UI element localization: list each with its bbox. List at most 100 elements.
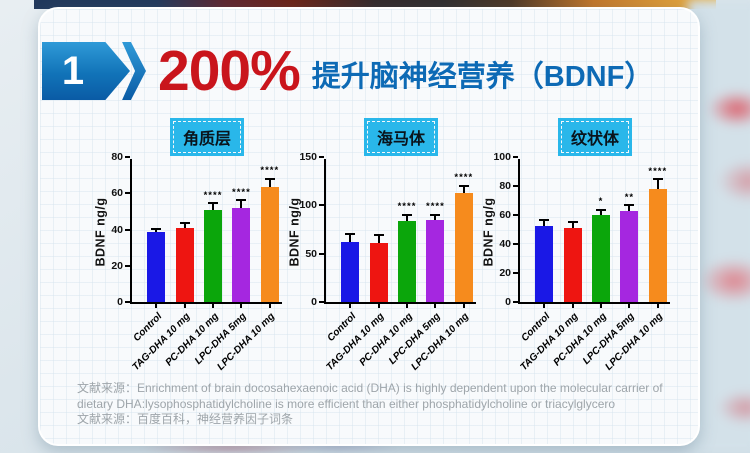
x-tick-mark — [377, 304, 380, 308]
bar-1 — [147, 232, 166, 302]
y-axis-tick: 60 — [96, 187, 130, 200]
significance-stars: **** — [231, 186, 251, 198]
y-tick-mark — [319, 204, 324, 207]
bar-5 — [454, 192, 473, 302]
x-tick-mark — [434, 304, 437, 308]
error-bar — [656, 180, 659, 189]
y-tick-mark — [513, 185, 518, 187]
significance-stars: **** — [454, 172, 474, 184]
y-tick-label: 60 — [499, 209, 511, 221]
y-axis-tick: 80 — [484, 180, 518, 192]
y-tick-label: 0 — [311, 296, 317, 308]
y-tick-mark — [513, 156, 518, 158]
error-bar — [240, 201, 243, 208]
y-tick-mark — [513, 272, 518, 274]
y-tick-mark — [125, 264, 130, 267]
significance-stars: **** — [203, 189, 223, 201]
y-tick-label: 40 — [111, 223, 123, 236]
y-tick-mark — [125, 228, 130, 231]
citation-line-2: dietary DHA:lysophosphatidylcholine is m… — [77, 396, 616, 411]
y-axis-tick: 0 — [484, 296, 518, 308]
header: 1 200% 提升脑神经营养（BDNF） — [42, 42, 653, 100]
error-bar — [155, 229, 158, 233]
y-tick-mark — [319, 156, 324, 158]
bar-3 — [398, 220, 416, 302]
error-bar-cap — [236, 199, 247, 202]
bar-1 — [535, 225, 554, 302]
significance-stars: **** — [260, 165, 280, 177]
step-number-badge: 1 — [42, 42, 130, 100]
chart-region-label: 海马体 — [366, 121, 435, 153]
content-card: 1 200% 提升脑神经营养（BDNF） 角质层 BDNF ng/g 0 20 40… — [38, 7, 700, 446]
error-bar — [268, 179, 271, 187]
error-bar — [349, 235, 352, 243]
y-tick-mark — [513, 243, 518, 245]
error-bar-cap — [179, 222, 190, 225]
error-bar — [543, 220, 546, 226]
chart-title-wrap: 角质层 — [130, 121, 284, 153]
citation-line-1: 文献来源：Enrichment of brain docosahexaenoic… — [77, 381, 663, 395]
y-tick-label: 150 — [299, 151, 317, 163]
chart-region-label: 纹状体 — [560, 121, 629, 153]
citation: 文献来源：Enrichment of brain docosahexaenoic… — [77, 381, 663, 428]
y-tick-mark — [319, 252, 324, 255]
y-tick-label: 100 — [493, 151, 511, 163]
y-tick-mark — [319, 301, 324, 303]
y-axis-tick: 80 — [96, 151, 130, 163]
error-bar — [406, 215, 408, 221]
y-axis-tick: 20 — [484, 267, 518, 279]
y-tick-mark — [513, 214, 518, 216]
y-axis-tick: 150 — [290, 151, 324, 163]
error-bar — [377, 236, 380, 244]
y-tick-label: 100 — [299, 199, 317, 212]
bar-2 — [369, 243, 388, 302]
error-bar-cap — [151, 227, 162, 230]
bar-chart-striatum: 纹状体 BDNF ng/g 0 20 40 60 80 100 Control TAG-DHA… — [478, 113, 672, 385]
y-tick-label: 40 — [499, 238, 511, 250]
x-tick-mark — [571, 304, 574, 308]
x-tick-mark — [183, 304, 186, 308]
y-tick-mark — [125, 192, 130, 195]
error-bar-cap — [430, 213, 441, 216]
y-tick-label: 0 — [505, 296, 511, 308]
bar-4 — [426, 219, 445, 302]
bar-4 — [620, 210, 639, 302]
badge-number: 1 — [61, 49, 85, 93]
x-tick-mark — [240, 304, 243, 308]
error-bar — [434, 215, 437, 220]
x-tick-mark — [656, 304, 659, 308]
y-axis-tick: 100 — [484, 151, 518, 163]
error-bar-cap — [373, 234, 384, 237]
bar-2 — [563, 228, 582, 302]
charts-row: 角质层 BDNF ng/g 0 20 40 60 80 Control TAG-DHA 10… — [90, 113, 672, 385]
x-tick-mark — [155, 304, 158, 308]
x-tick-mark — [600, 304, 602, 308]
y-tick-label: 80 — [111, 151, 123, 163]
y-tick-label: 20 — [111, 259, 123, 272]
y-tick-label: 60 — [111, 187, 123, 200]
y-axis-tick: 0 — [96, 296, 130, 308]
y-tick-label: 0 — [117, 296, 123, 308]
y-axis-label: BDNF ng/g — [287, 197, 302, 267]
y-axis-tick: 40 — [484, 238, 518, 250]
bar-5 — [260, 186, 279, 302]
error-bar — [212, 204, 214, 211]
error-bar-cap — [624, 204, 635, 207]
error-bar — [628, 206, 631, 211]
y-tick-label: 80 — [499, 180, 511, 192]
background-photo-strip — [34, 0, 716, 9]
chart-region-label: 角质层 — [172, 121, 241, 153]
y-axis-tick: 60 — [484, 209, 518, 221]
bar-3 — [592, 215, 610, 302]
x-tick-mark — [268, 304, 271, 308]
y-axis-tick: 50 — [290, 248, 324, 260]
significance-stars: * — [598, 196, 604, 208]
error-bar-cap — [208, 202, 218, 205]
error-bar — [571, 223, 574, 229]
error-bar-cap — [652, 178, 663, 181]
bar-chart-hippocampus: 海马体 BDNF ng/g 0 50 100 150 Control TAG-DHA 10… — [284, 113, 478, 385]
y-axis-tick: 40 — [96, 223, 130, 236]
error-bar — [183, 224, 186, 228]
y-axis-tick: 0 — [290, 296, 324, 308]
